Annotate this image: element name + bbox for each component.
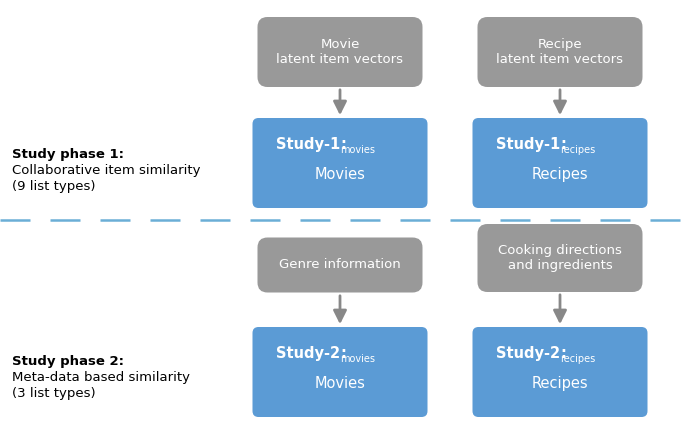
FancyBboxPatch shape xyxy=(477,17,643,87)
Text: :: : xyxy=(340,137,346,152)
Text: Recipe
latent item vectors: Recipe latent item vectors xyxy=(497,38,623,66)
Text: :: : xyxy=(560,346,566,361)
Text: Movies: Movies xyxy=(314,376,365,391)
Text: movies: movies xyxy=(340,145,375,155)
Text: Cooking directions
and ingredients: Cooking directions and ingredients xyxy=(498,244,622,272)
Text: :: : xyxy=(560,137,566,152)
Text: recipes: recipes xyxy=(560,145,595,155)
Text: Recipes: Recipes xyxy=(532,167,588,182)
Text: Study-1: Study-1 xyxy=(276,137,340,152)
FancyBboxPatch shape xyxy=(473,118,647,208)
Text: Movies: Movies xyxy=(314,167,365,182)
Text: recipes: recipes xyxy=(560,354,595,364)
FancyBboxPatch shape xyxy=(253,327,427,417)
Text: Movie
latent item vectors: Movie latent item vectors xyxy=(277,38,403,66)
Text: (3 list types): (3 list types) xyxy=(12,387,96,400)
Text: Recipes: Recipes xyxy=(532,376,588,391)
Text: Study-2: Study-2 xyxy=(276,346,340,361)
FancyBboxPatch shape xyxy=(258,238,423,293)
Text: Study-1: Study-1 xyxy=(496,137,560,152)
Text: Meta-data based similarity: Meta-data based similarity xyxy=(12,371,190,384)
Text: :: : xyxy=(340,346,346,361)
Text: (9 list types): (9 list types) xyxy=(12,180,95,193)
Text: Genre information: Genre information xyxy=(279,259,401,272)
Text: Study phase 1:: Study phase 1: xyxy=(12,148,124,161)
FancyBboxPatch shape xyxy=(473,327,647,417)
FancyBboxPatch shape xyxy=(253,118,427,208)
Text: Study-2: Study-2 xyxy=(496,346,560,361)
Text: Collaborative item similarity: Collaborative item similarity xyxy=(12,164,201,177)
Text: Study phase 2:: Study phase 2: xyxy=(12,355,124,368)
FancyBboxPatch shape xyxy=(258,17,423,87)
FancyBboxPatch shape xyxy=(477,224,643,292)
Text: movies: movies xyxy=(340,354,375,364)
